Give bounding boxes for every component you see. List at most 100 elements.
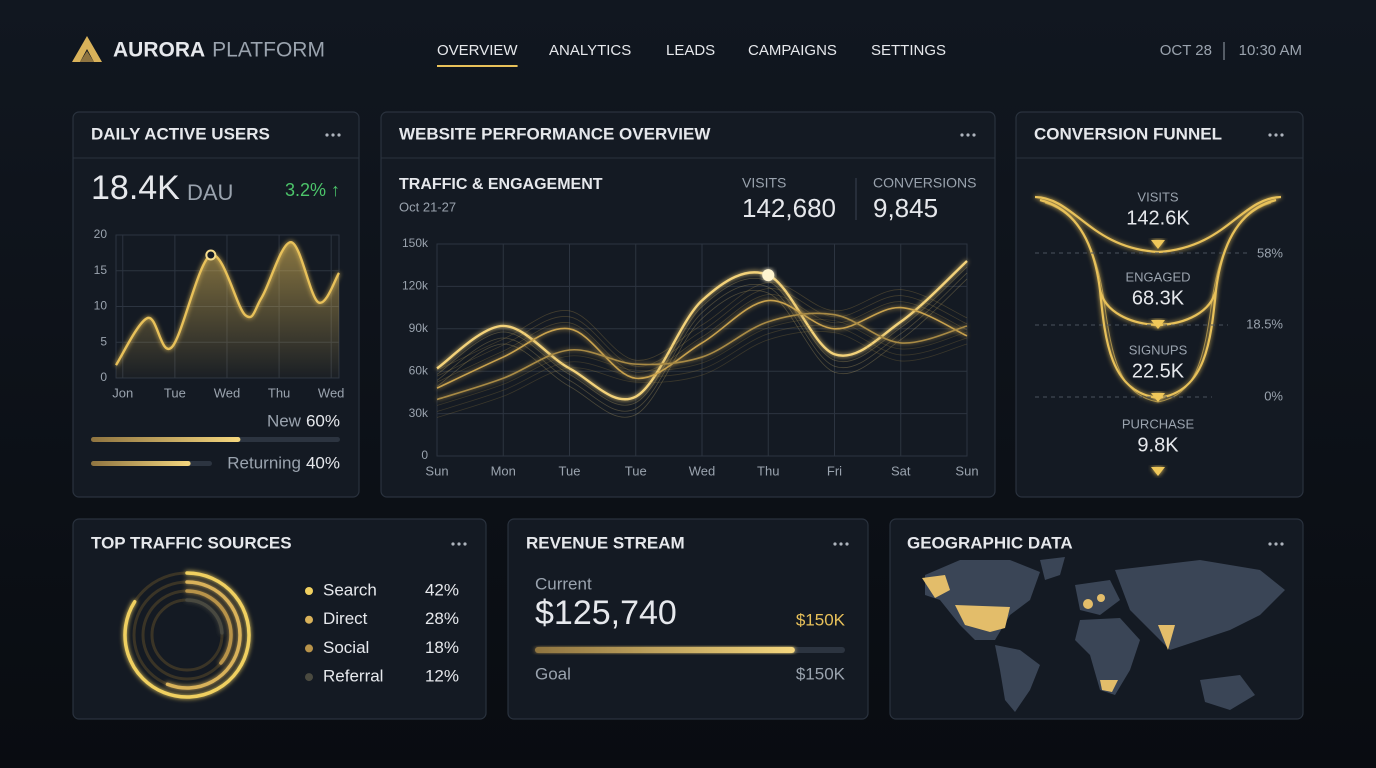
- stage-arrow: [1151, 393, 1165, 402]
- panel-revenue: [507, 518, 869, 720]
- chart-subtitle: TRAFFIC & ENGAGEMENT: [399, 176, 603, 193]
- menu-dot[interactable]: [1280, 542, 1284, 546]
- menu-dot[interactable]: [1268, 133, 1272, 137]
- y-tick-label: 10: [94, 299, 108, 313]
- x-tick-label: Fri: [827, 463, 842, 478]
- legend-label: Referral: [323, 667, 383, 686]
- dau-unit: DAU: [187, 180, 233, 205]
- stat-value: 142,680: [742, 193, 836, 223]
- legend-value: 42%: [425, 580, 459, 599]
- line-echo: [436, 318, 968, 406]
- line-echo: [436, 278, 968, 418]
- y-tick-label: 120k: [402, 279, 429, 293]
- funnel-guides: [1035, 252, 1250, 398]
- highlight-point: [762, 269, 775, 282]
- menu-dot[interactable]: [845, 542, 849, 546]
- menu-dot[interactable]: [457, 542, 461, 546]
- legend-value: 18%: [425, 638, 459, 657]
- x-tick-label: Sun: [425, 463, 448, 478]
- panel-funnel: [1015, 111, 1304, 498]
- menu-dot[interactable]: [1280, 133, 1284, 137]
- line-echo: [436, 288, 968, 377]
- panel-menu[interactable]: [1268, 133, 1284, 137]
- stat-label: VISITS: [742, 175, 786, 191]
- x-tick-label: Wed: [214, 385, 241, 400]
- menu-dot[interactable]: [463, 542, 467, 546]
- panel-title: DAILY ACTIVE USERS: [91, 124, 270, 143]
- brand-suffix: PLATFORM: [212, 39, 325, 62]
- line-echo: [436, 294, 968, 383]
- menu-dot[interactable]: [833, 542, 837, 546]
- revenue-goal-value: $150K: [796, 664, 846, 683]
- date: OCT 28: [1160, 42, 1212, 59]
- stage-value: 68.3K: [1132, 287, 1185, 309]
- y-tick-label: 150k: [402, 236, 429, 250]
- menu-dot[interactable]: [451, 542, 455, 546]
- brand: AURORA: [113, 39, 205, 62]
- nav-item[interactable]: LEADS: [666, 42, 715, 59]
- continent: [995, 645, 1040, 712]
- stage-label: SIGNUPS: [1129, 342, 1188, 357]
- menu-dot[interactable]: [337, 133, 341, 137]
- split-bar: [91, 461, 191, 466]
- menu-dot[interactable]: [325, 133, 329, 137]
- legend-value: 28%: [425, 609, 459, 628]
- menu-dot[interactable]: [972, 133, 976, 137]
- area: [116, 242, 339, 378]
- line-echo: [436, 324, 968, 412]
- revenue-target: $150K: [796, 610, 846, 629]
- nav-item[interactable]: CAMPAIGNS: [748, 42, 837, 59]
- panel-title: WEBSITE PERFORMANCE OVERVIEW: [399, 124, 711, 143]
- split-label: Returning: [227, 453, 301, 472]
- plot-frame: [436, 243, 968, 457]
- panel-menu[interactable]: [451, 542, 467, 546]
- legend-label: Search: [323, 580, 377, 599]
- region-highlight: [1100, 680, 1118, 692]
- menu-dot[interactable]: [839, 542, 843, 546]
- menu-dot[interactable]: [1268, 542, 1272, 546]
- menu-dot[interactable]: [1274, 542, 1278, 546]
- panel-menu[interactable]: [833, 542, 849, 546]
- stage-value: 9.8K: [1137, 434, 1179, 456]
- x-tick-label: Tue: [164, 385, 186, 400]
- panel-title: TOP TRAFFIC SOURCES: [91, 533, 292, 552]
- panel-menu[interactable]: [960, 133, 976, 137]
- menu-dot[interactable]: [966, 133, 970, 137]
- ring-arc: [185, 589, 233, 665]
- time: 10:30 AM: [1239, 42, 1302, 59]
- menu-dot[interactable]: [1274, 133, 1278, 137]
- line-echo: [436, 282, 968, 371]
- line-echo: [436, 330, 968, 418]
- nav-item[interactable]: ANALYTICS: [549, 42, 631, 59]
- continent: [925, 560, 1040, 640]
- continent: [1075, 618, 1140, 695]
- stage-arrow: [1151, 240, 1165, 249]
- x-tick-label: Sat: [891, 463, 911, 478]
- stat-value: 9,845: [873, 193, 938, 223]
- panel-menu[interactable]: [325, 133, 341, 137]
- y-tick-label: 0: [100, 370, 107, 384]
- nav-item[interactable]: SETTINGS: [871, 42, 946, 59]
- funnel-curve: [1034, 195, 1282, 254]
- stage-arrow: [1151, 467, 1165, 476]
- panel-website: [380, 111, 996, 498]
- panel-menu[interactable]: [1268, 542, 1284, 546]
- split-value: 40%: [306, 453, 340, 472]
- y-tick-label: 20: [94, 227, 108, 241]
- nav-item[interactable]: OVERVIEW: [437, 42, 518, 59]
- x-tick-label: Thu: [268, 385, 290, 400]
- y-tick-label: 60k: [409, 363, 429, 377]
- x-tick-label: Wed: [689, 463, 716, 478]
- menu-dot[interactable]: [331, 133, 335, 137]
- region-highlight: [1097, 594, 1105, 602]
- split-label: New: [267, 411, 302, 430]
- legend-dot: [305, 615, 313, 624]
- continent: [1040, 557, 1065, 580]
- stage-rate: 58%: [1257, 245, 1283, 260]
- line: [436, 299, 968, 389]
- menu-dot[interactable]: [960, 133, 964, 137]
- dau-change: 3.2% ↑: [285, 180, 340, 200]
- panel-title: REVENUE STREAM: [526, 533, 685, 552]
- legend-label: Direct: [323, 609, 368, 628]
